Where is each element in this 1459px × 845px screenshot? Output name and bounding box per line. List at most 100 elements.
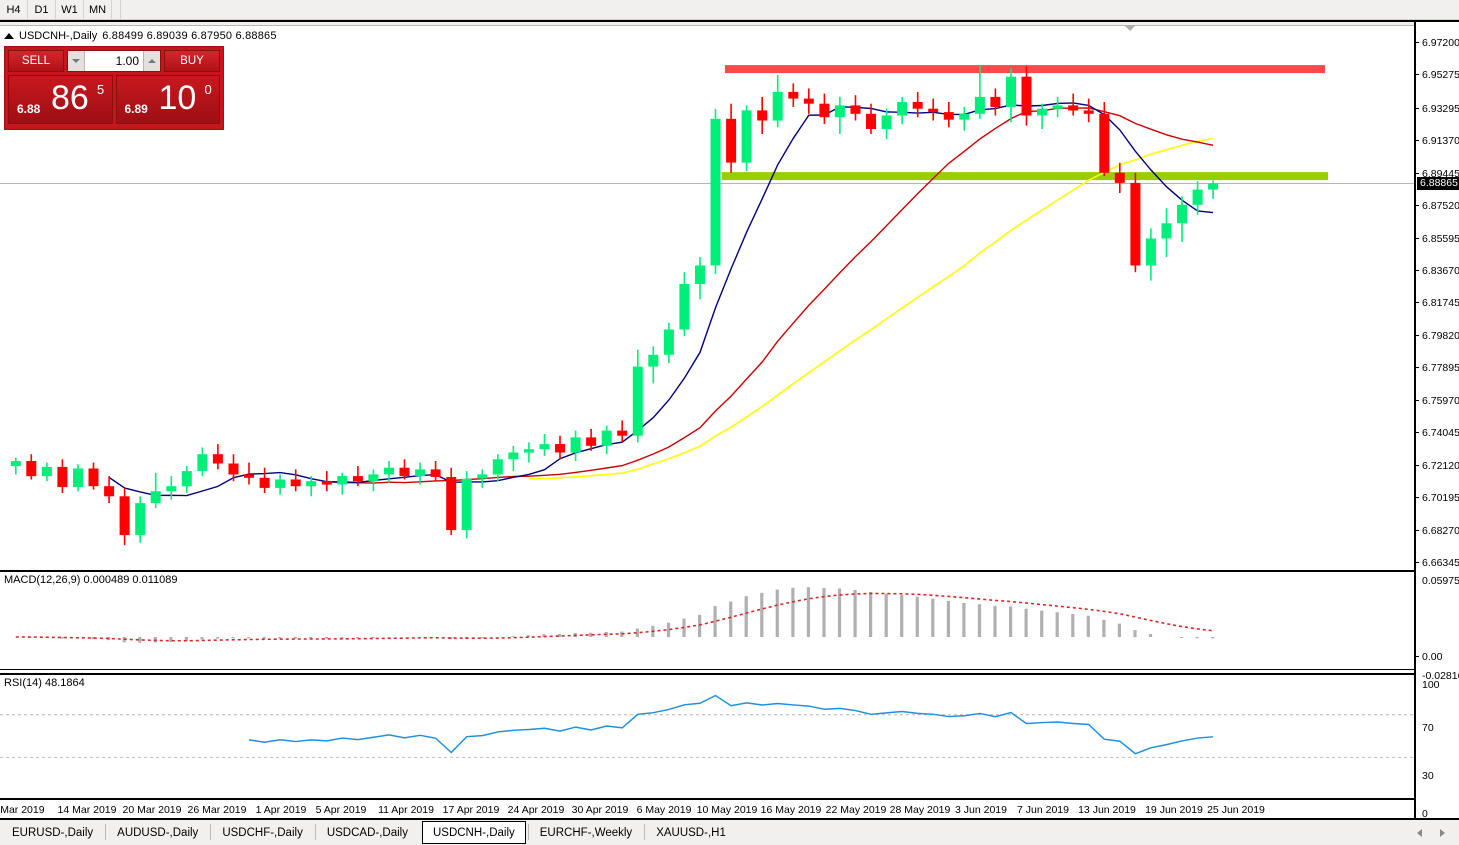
candle: [679, 272, 690, 337]
candle: [1052, 96, 1063, 118]
symbol-tab-usdchf[interactable]: USDCHF-,Daily: [210, 821, 315, 844]
candle: [57, 459, 68, 493]
symbol-tab-label: AUDUSD-,Daily: [117, 826, 199, 839]
volume-input[interactable]: 1.00: [115, 54, 139, 68]
symbol-tab-audusd[interactable]: AUDUSD-,Daily: [105, 821, 210, 844]
symbol-tab-label: USDCAD-,Daily: [326, 826, 408, 839]
rsi-chart-svg: [0, 694, 1414, 758]
sell-price-fraction: 5: [97, 82, 105, 97]
scroll-right-icon[interactable]: [1440, 828, 1445, 837]
candle: [181, 466, 192, 493]
symbol-tab-usdcnh[interactable]: USDCNH-,Daily: [421, 821, 526, 844]
macd-tick: -0.02816: [1422, 670, 1459, 682]
candle: [1006, 68, 1016, 123]
macd-pane[interactable]: MACD(12,26,9) 0.000489 0.011089: [0, 570, 1414, 670]
candle: [757, 96, 768, 134]
candle: [399, 459, 410, 480]
sell-button-label: SELL: [21, 55, 51, 67]
symbol-tab-xauusd[interactable]: XAUUSD-,H1: [644, 821, 738, 844]
oct-controls-row: SELL 1.00 BUY: [5, 47, 223, 75]
candle: [617, 420, 628, 443]
volume-increment-button[interactable]: [143, 51, 160, 71]
buy-price-big: 10: [158, 79, 197, 117]
candle: [710, 108, 721, 274]
candle: [290, 469, 301, 492]
candle: [850, 95, 861, 121]
symbol-tab-eurusd[interactable]: EURUSD-,Daily: [0, 821, 105, 844]
volume-decrement-button[interactable]: [68, 51, 85, 71]
candle: [197, 447, 208, 477]
price-tick: 6.68270: [1416, 525, 1459, 537]
candle: [632, 349, 643, 443]
price-tick: 6.77895: [1416, 362, 1459, 374]
buy-button[interactable]: BUY: [164, 50, 220, 72]
timeframe-w1[interactable]: W1: [56, 0, 84, 19]
timeframe-h4[interactable]: H4: [0, 0, 28, 19]
candle: [1083, 98, 1094, 123]
collapse-triangle-icon[interactable]: [4, 33, 14, 39]
date-tick-label: 28 May 2019: [889, 804, 951, 816]
macd-tick: 0.059758: [1422, 575, 1459, 587]
one-click-trading-panel[interactable]: SELL 1.00 BUY 6.88 86 5 6.89 10 0: [4, 46, 224, 130]
buy-price-tile[interactable]: 6.89 10 0: [115, 75, 220, 124]
date-tick-label: 30 Apr 2019: [571, 804, 629, 816]
date-axis: 8 Mar 2019 14 Mar 2019 20 Mar 2019 26 Mar 2…: [0, 802, 1414, 820]
candle: [244, 462, 254, 485]
symbol-tab-label: USDCNH-,Daily: [432, 826, 515, 839]
price-tick: 6.70195: [1416, 492, 1459, 504]
candle: [166, 476, 177, 500]
candle: [321, 471, 332, 492]
chart-top-strip: [0, 22, 1459, 26]
date-tick-label: 10 May 2019: [696, 804, 758, 816]
candle: [1114, 162, 1125, 193]
timeframe-d1[interactable]: D1: [28, 0, 56, 19]
symbol-tab-eurchf[interactable]: EURCHF-,Weekly: [527, 821, 644, 844]
candle: [135, 496, 146, 543]
date-tick-label: 19 Jun 2019: [1145, 804, 1203, 816]
tabbar-scroll-arrows: [1417, 828, 1459, 837]
price-pane[interactable]: [0, 27, 1414, 568]
candle: [772, 75, 783, 128]
candle: [897, 96, 908, 124]
candle: [384, 461, 394, 483]
price-tick: 6.83670: [1416, 265, 1459, 277]
candle: [788, 83, 799, 107]
candle: [212, 444, 223, 470]
scroll-left-icon[interactable]: [1417, 828, 1422, 837]
candle: [912, 91, 923, 118]
date-tick-label: 7 Jun 2019: [1017, 804, 1069, 816]
candle: [430, 461, 441, 482]
candle: [461, 471, 472, 539]
date-tick-label: 17 Apr 2019: [442, 804, 500, 816]
price-tick: 6.85595: [1416, 233, 1459, 245]
candle: [881, 108, 892, 140]
sell-button[interactable]: SELL: [8, 50, 64, 72]
timeframe-mn[interactable]: MN: [84, 0, 112, 19]
candle: [337, 472, 348, 495]
volume-stepper[interactable]: 1.00: [67, 50, 161, 72]
candle: [834, 96, 845, 134]
date-tick-label: 22 May 2019: [825, 804, 887, 816]
symbol-ohlc: 6.88499 6.89039 6.87950 6.88865: [102, 30, 277, 42]
candle: [73, 464, 83, 492]
candle: [88, 462, 99, 490]
candle: [663, 322, 674, 364]
candle: [1130, 172, 1141, 273]
price-scale[interactable]: 6.97200 6.95275 6.93295 6.91370 6.89445 6.875…: [1414, 22, 1459, 820]
candle: [259, 467, 270, 493]
candle: [352, 466, 363, 487]
candle: [10, 457, 21, 475]
chevron-down-icon: [72, 59, 80, 63]
toolbar-empty-area: [120, 0, 1459, 19]
rsi-pane[interactable]: RSI(14) 48.1864: [0, 673, 1414, 800]
candle: [1068, 93, 1079, 116]
sell-price-tile[interactable]: 6.88 86 5: [8, 75, 113, 124]
price-chart-svg: [0, 64, 1414, 546]
macd-tick: 0.00: [1416, 651, 1459, 663]
buy-price-fraction: 0: [204, 82, 212, 97]
date-tick-label: 25 Jun 2019: [1207, 804, 1265, 816]
symbol-tab-usdcad[interactable]: USDCAD-,Daily: [314, 821, 420, 844]
candle: [41, 462, 52, 482]
price-tick: 6.87520: [1416, 200, 1459, 212]
